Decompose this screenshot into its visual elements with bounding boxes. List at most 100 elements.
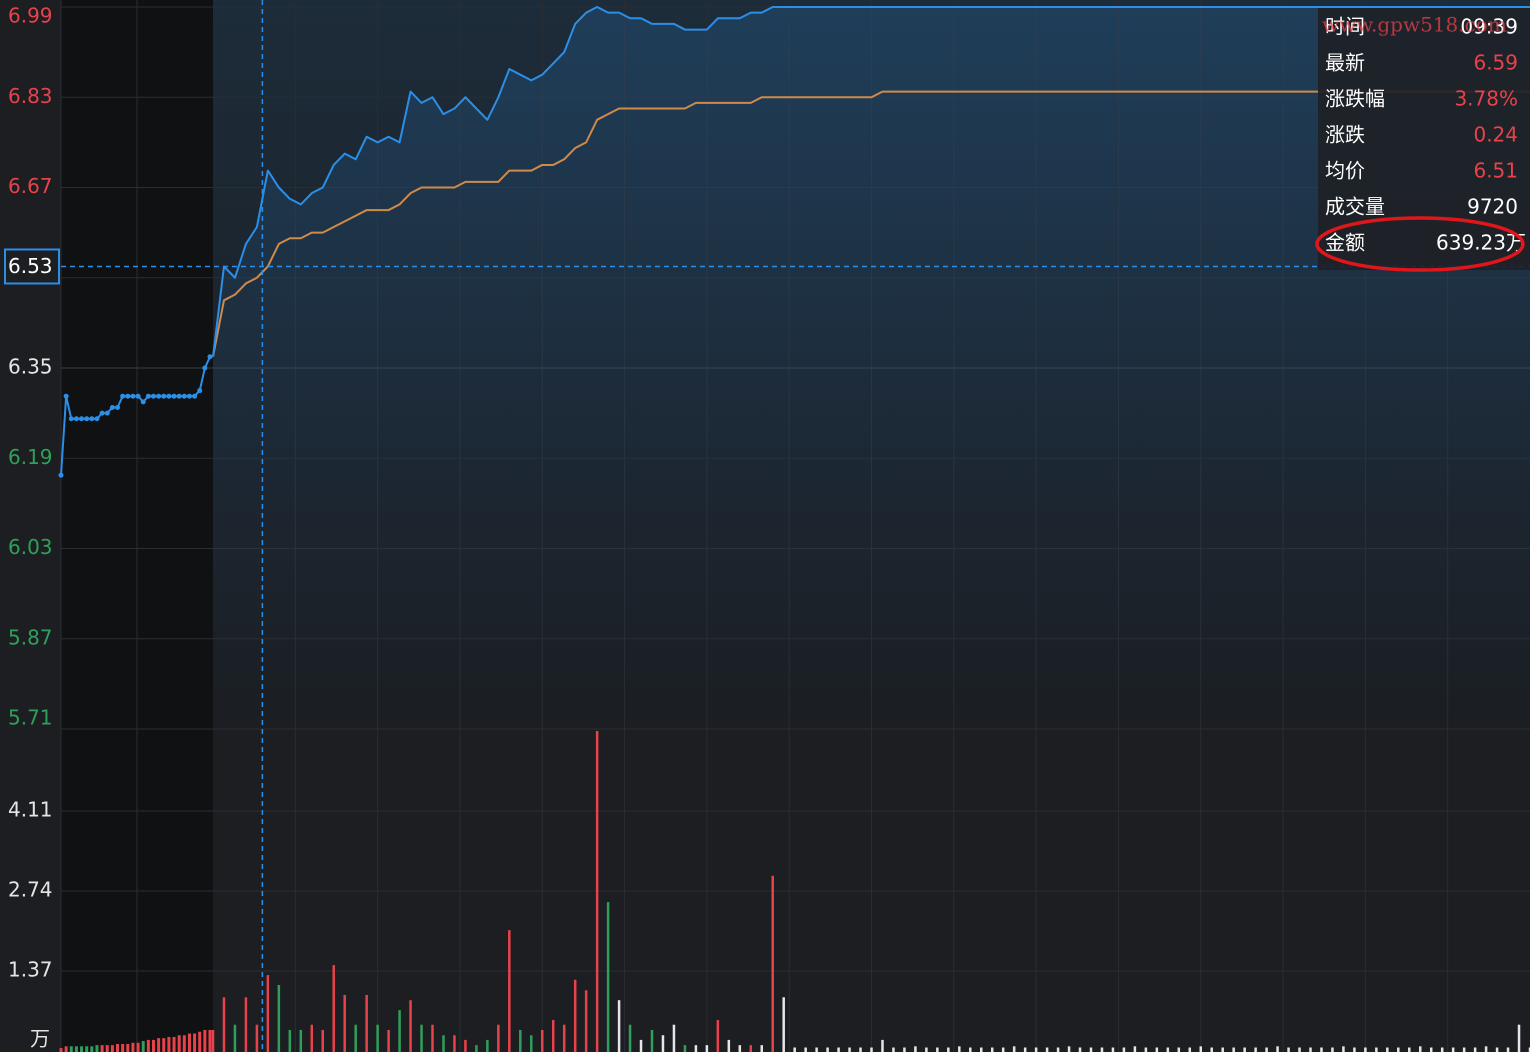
volume-bar bbox=[661, 1035, 665, 1052]
volume-bar bbox=[1144, 1047, 1148, 1052]
volume-bar bbox=[881, 1039, 884, 1052]
premarket-point bbox=[104, 410, 110, 416]
volume-bar bbox=[126, 1043, 130, 1052]
highlight-ellipse bbox=[1315, 216, 1525, 272]
volume-bar bbox=[299, 1029, 303, 1052]
premarket-point bbox=[99, 410, 105, 416]
premarket-point bbox=[176, 393, 182, 399]
volume-bar bbox=[727, 1039, 731, 1052]
volume-bar bbox=[1045, 1047, 1049, 1052]
premarket-point bbox=[202, 365, 208, 371]
volume-bar bbox=[551, 1020, 555, 1052]
volume-bar bbox=[1309, 1047, 1312, 1052]
volume-bar bbox=[211, 1029, 215, 1052]
volume-bar bbox=[1287, 1047, 1290, 1052]
volume-bar bbox=[1506, 1047, 1510, 1052]
y-tick-label: 1.37 bbox=[8, 958, 53, 982]
volume-bar bbox=[936, 1047, 939, 1052]
volume-bar bbox=[837, 1047, 840, 1052]
premarket-point bbox=[109, 404, 115, 410]
premarket-point bbox=[58, 472, 64, 478]
premarket-point bbox=[73, 416, 79, 422]
premarket-point bbox=[89, 416, 95, 422]
volume-bar bbox=[1440, 1047, 1444, 1052]
y-tick-label: 6.99 bbox=[8, 4, 53, 28]
tooltip-value: 639.23万 bbox=[1436, 231, 1526, 255]
volume-bar bbox=[90, 1046, 94, 1052]
volume-bar bbox=[1243, 1047, 1246, 1052]
premarket-point bbox=[156, 393, 162, 399]
volume-bar bbox=[870, 1047, 873, 1052]
volume-bar bbox=[595, 731, 599, 1052]
volume-bar bbox=[398, 1010, 401, 1052]
volume-bar bbox=[815, 1047, 818, 1052]
tooltip-value: 0.24 bbox=[1473, 123, 1518, 147]
volume-bar bbox=[431, 1024, 434, 1052]
volume-bar bbox=[1089, 1047, 1093, 1052]
volume-bar bbox=[530, 1035, 533, 1052]
volume-bar bbox=[100, 1045, 104, 1052]
volume-bar bbox=[266, 975, 270, 1052]
volume-bar bbox=[1265, 1047, 1268, 1052]
volume-bar bbox=[947, 1047, 950, 1052]
volume-bar bbox=[409, 1000, 412, 1052]
tooltip-value: 9720 bbox=[1467, 195, 1518, 219]
volume-bar bbox=[1100, 1047, 1104, 1052]
volume-bar bbox=[892, 1047, 895, 1052]
volume-bar bbox=[354, 1024, 357, 1052]
volume-bar bbox=[584, 990, 588, 1052]
premarket-point bbox=[68, 416, 74, 422]
volume-bar bbox=[110, 1045, 114, 1052]
volume-bar bbox=[749, 1045, 753, 1052]
volume-bar bbox=[222, 997, 226, 1052]
price-line bbox=[212, 6, 1530, 357]
volume-bar bbox=[738, 1045, 742, 1052]
volume-bar bbox=[208, 1029, 212, 1052]
y-tick-label: 6.35 bbox=[8, 355, 53, 379]
premarket-point bbox=[63, 393, 69, 399]
y-tick-label: 5.71 bbox=[8, 706, 53, 730]
volume-bar bbox=[771, 875, 774, 1052]
volume-bar bbox=[475, 1045, 478, 1052]
volume-bar bbox=[1221, 1047, 1224, 1052]
premarket-point bbox=[94, 416, 100, 422]
premarket-point bbox=[171, 393, 177, 399]
premarket-point bbox=[115, 404, 121, 410]
volume-bar bbox=[1034, 1047, 1038, 1052]
premarket-point bbox=[145, 393, 151, 399]
volume-bar bbox=[146, 1039, 150, 1052]
volume-bar bbox=[95, 1045, 99, 1052]
tooltip-label: 最新 bbox=[1325, 51, 1365, 75]
volume-bar bbox=[782, 997, 785, 1052]
volume-bar bbox=[442, 1035, 445, 1052]
volume-bar bbox=[990, 1047, 994, 1052]
volume-bar bbox=[1517, 1024, 1521, 1052]
volume-bar bbox=[903, 1047, 906, 1052]
volume-bar bbox=[914, 1046, 917, 1052]
tooltip-value: 3.78% bbox=[1454, 87, 1518, 111]
volume-bar bbox=[1133, 1046, 1137, 1052]
volume-bar bbox=[1056, 1047, 1060, 1052]
volume-bar bbox=[716, 1020, 720, 1052]
volume-bar bbox=[859, 1047, 862, 1052]
volume-bar bbox=[233, 1024, 237, 1052]
volume-bar bbox=[1419, 1046, 1422, 1052]
volume-bar bbox=[617, 1000, 621, 1052]
volume-bar bbox=[1067, 1046, 1071, 1052]
tooltip-label: 均价 bbox=[1325, 159, 1365, 183]
volume-bar bbox=[198, 1031, 202, 1052]
premarket-point bbox=[186, 393, 192, 399]
volume-bar bbox=[1254, 1047, 1257, 1052]
volume-bar bbox=[1111, 1047, 1115, 1052]
volume-bar bbox=[826, 1047, 829, 1052]
volume-bar bbox=[1429, 1047, 1433, 1052]
volume-bar bbox=[69, 1046, 73, 1052]
y-tick-label: 2.74 bbox=[8, 878, 53, 902]
volume-bar bbox=[519, 1029, 522, 1052]
tooltip-label: 金额 bbox=[1325, 231, 1365, 255]
y-tick-label: 6.83 bbox=[8, 84, 53, 108]
volume-bar bbox=[310, 1024, 314, 1052]
volume-bar bbox=[420, 1024, 423, 1052]
premarket-point bbox=[120, 393, 126, 399]
price-area bbox=[213, 7, 1530, 729]
